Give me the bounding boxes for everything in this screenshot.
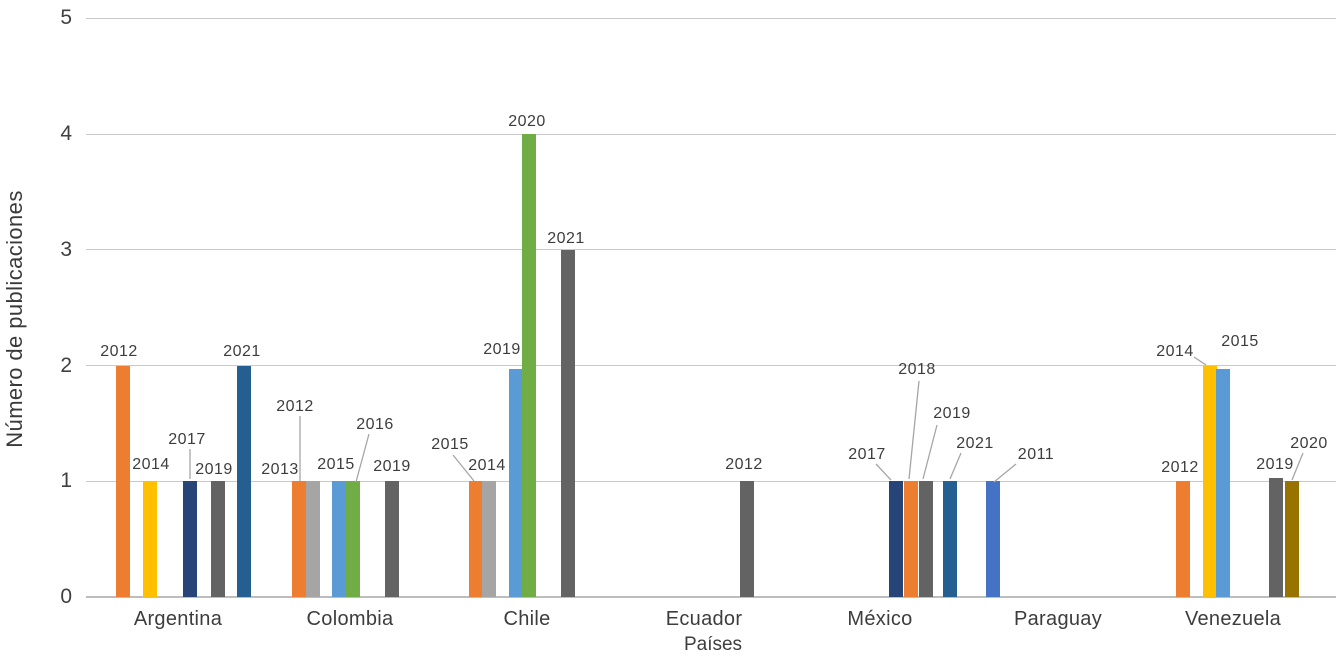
- y-tick-label: 3: [60, 237, 72, 261]
- x-axis-title: Países: [683, 634, 743, 655]
- bar-year-label: 2012: [276, 398, 314, 415]
- x-category-label-chile: Chile: [503, 608, 551, 630]
- x-category-label-colombia: Colombia: [306, 608, 394, 630]
- bar-year-label: 2014: [132, 456, 170, 473]
- y-axis-title: Número de publicaciones: [2, 190, 27, 448]
- label-leader-line: [908, 380, 920, 480]
- bar-year-label: 2019: [373, 458, 411, 475]
- bar-year-label: 2017: [168, 431, 206, 448]
- x-category-label-ecuador: Ecuador: [665, 608, 743, 630]
- bar-méxico-2018: [904, 481, 918, 597]
- y-tick-label: 2: [60, 353, 72, 377]
- bar-chile-2019: [508, 369, 523, 597]
- bar-year-label: 2015: [317, 456, 355, 473]
- gridline: [86, 365, 1336, 367]
- bar-méxico-2021: [943, 481, 957, 597]
- bar-argentina-2012: [115, 365, 130, 597]
- bar-year-label: 2021: [956, 435, 994, 452]
- bar-year-label: 2014: [1156, 343, 1194, 360]
- label-leader-line: [922, 424, 938, 480]
- y-tick-label: 0: [60, 585, 72, 608]
- label-leader-line: [355, 433, 370, 483]
- label-leader-line: [875, 463, 892, 481]
- bar-year-label: 2019: [483, 341, 521, 358]
- bar-year-label: 2015: [1221, 333, 1259, 350]
- y-tick-label: 1: [60, 469, 72, 493]
- bar-year-label: 2020: [1290, 435, 1328, 452]
- bar-méxico-2017: [889, 481, 903, 597]
- bar-méxico-2019: [918, 481, 933, 597]
- bar-year-label: 2012: [100, 343, 138, 360]
- x-category-label-venezuela: Venezuela: [1184, 608, 1282, 630]
- bar-argentina-2017: [183, 481, 197, 597]
- y-tick-label: 5: [60, 6, 72, 30]
- bar-argentina-2021: [237, 365, 251, 597]
- x-category-label-méxico: México: [847, 608, 913, 630]
- bar-venezuela-2012: [1176, 481, 1190, 597]
- label-leader-line: [993, 463, 1017, 483]
- bar-venezuela-2019: [1268, 477, 1283, 597]
- bar-year-label: 2020: [508, 113, 546, 130]
- bar-colombia-2019: [384, 481, 399, 597]
- bar-chile-2021: [560, 249, 575, 597]
- bar-ecuador-2012: [740, 481, 754, 597]
- bar-year-label: 2012: [1161, 459, 1199, 476]
- bar-colombia-2016: [345, 481, 360, 597]
- x-axis-line: [86, 596, 1336, 598]
- bar-venezuela-2015: [1215, 369, 1230, 597]
- bar-chile-2015: [468, 481, 483, 597]
- bar-year-label: 2019: [195, 461, 233, 478]
- bar-colombia-2012: [292, 481, 306, 597]
- bar-argentina-2019: [210, 481, 225, 597]
- label-leader-line: [1193, 356, 1207, 366]
- bar-year-label: 2018: [898, 361, 936, 378]
- x-category-label-paraguay: Paraguay: [1013, 608, 1103, 630]
- label-leader-line: [949, 452, 962, 480]
- bar-chile-2020: [522, 134, 536, 597]
- bar-venezuela-2020: [1284, 481, 1299, 597]
- bar-year-label: 2015: [431, 436, 469, 453]
- bar-year-label: 2011: [1017, 446, 1055, 463]
- bar-year-label: 2021: [223, 343, 261, 360]
- gridline: [86, 17, 1336, 19]
- bar-argentina-2014: [142, 481, 157, 597]
- bar-chile-2014: [482, 481, 496, 597]
- bar-year-label: 2013: [261, 461, 299, 478]
- gridline: [86, 249, 1336, 251]
- bar-year-label: 2019: [1256, 456, 1294, 473]
- bar-year-label: 2012: [725, 456, 763, 473]
- x-category-label-argentina: Argentina: [133, 608, 223, 630]
- bar-year-label: 2021: [547, 230, 585, 247]
- bar-paraguay-2011: [985, 481, 1000, 597]
- bar-year-label: 2017: [848, 446, 886, 463]
- bar-venezuela-2014: [1202, 365, 1217, 597]
- bar-year-label: 2014: [468, 457, 506, 474]
- bar-colombia-2015: [332, 481, 346, 597]
- y-tick-label: 4: [60, 122, 72, 146]
- bar-year-label: 2016: [356, 416, 394, 433]
- gridline: [86, 133, 1336, 135]
- bar-colombia-2013: [305, 481, 320, 597]
- gridline: [86, 480, 1336, 482]
- bar-year-label: 2019: [933, 405, 971, 422]
